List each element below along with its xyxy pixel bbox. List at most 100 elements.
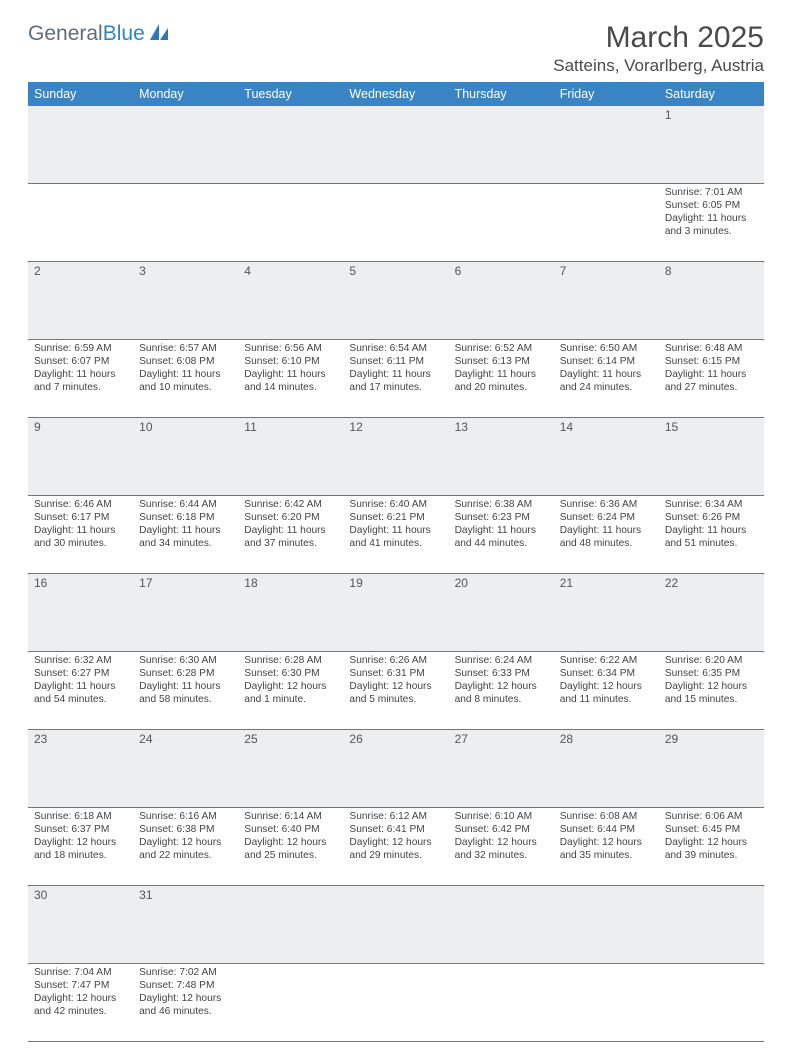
day-number-cell xyxy=(449,106,554,184)
day-number-cell: 2 xyxy=(28,262,133,340)
day-details: Sunrise: 6:36 AMSunset: 6:24 PMDaylight:… xyxy=(554,496,659,554)
day-cell: Sunrise: 7:02 AMSunset: 7:48 PMDaylight:… xyxy=(133,964,238,1042)
day-number-cell: 31 xyxy=(133,886,238,964)
day-number-cell: 16 xyxy=(28,574,133,652)
day-number: 22 xyxy=(659,574,764,592)
day-number: 27 xyxy=(449,730,554,748)
day-number: 16 xyxy=(28,574,133,592)
day-cell: Sunrise: 6:50 AMSunset: 6:14 PMDaylight:… xyxy=(554,340,659,418)
day-details: Sunrise: 6:56 AMSunset: 6:10 PMDaylight:… xyxy=(238,340,343,398)
day-content-row: Sunrise: 7:04 AMSunset: 7:47 PMDaylight:… xyxy=(28,964,764,1042)
day-cell: Sunrise: 6:18 AMSunset: 6:37 PMDaylight:… xyxy=(28,808,133,886)
day-cell: Sunrise: 6:46 AMSunset: 6:17 PMDaylight:… xyxy=(28,496,133,574)
day-details: Sunrise: 6:54 AMSunset: 6:11 PMDaylight:… xyxy=(343,340,448,398)
day-number-cell xyxy=(28,106,133,184)
day-number xyxy=(343,106,448,124)
day-content-row: Sunrise: 7:01 AMSunset: 6:05 PMDaylight:… xyxy=(28,184,764,262)
day-cell: Sunrise: 7:01 AMSunset: 6:05 PMDaylight:… xyxy=(659,184,764,262)
day-details: Sunrise: 6:44 AMSunset: 6:18 PMDaylight:… xyxy=(133,496,238,554)
day-details: Sunrise: 6:42 AMSunset: 6:20 PMDaylight:… xyxy=(238,496,343,554)
day-number: 17 xyxy=(133,574,238,592)
day-number: 24 xyxy=(133,730,238,748)
day-cell: Sunrise: 6:56 AMSunset: 6:10 PMDaylight:… xyxy=(238,340,343,418)
day-number xyxy=(449,106,554,124)
day-number-row: 16171819202122 xyxy=(28,574,764,652)
day-number: 18 xyxy=(238,574,343,592)
day-number: 6 xyxy=(449,262,554,280)
location: Satteins, Vorarlberg, Austria xyxy=(553,56,764,76)
day-number-cell xyxy=(659,886,764,964)
day-number: 5 xyxy=(343,262,448,280)
day-number xyxy=(554,106,659,124)
day-number-cell xyxy=(343,106,448,184)
day-cell xyxy=(659,964,764,1042)
day-cell: Sunrise: 6:24 AMSunset: 6:33 PMDaylight:… xyxy=(449,652,554,730)
day-number-cell xyxy=(554,106,659,184)
day-number-cell: 9 xyxy=(28,418,133,496)
day-cell: Sunrise: 6:08 AMSunset: 6:44 PMDaylight:… xyxy=(554,808,659,886)
day-number-cell xyxy=(343,886,448,964)
month-title: March 2025 xyxy=(553,22,764,54)
day-details: Sunrise: 6:06 AMSunset: 6:45 PMDaylight:… xyxy=(659,808,764,866)
day-number-cell: 28 xyxy=(554,730,659,808)
day-cell: Sunrise: 6:20 AMSunset: 6:35 PMDaylight:… xyxy=(659,652,764,730)
day-details: Sunrise: 6:46 AMSunset: 6:17 PMDaylight:… xyxy=(28,496,133,554)
day-cell: Sunrise: 6:48 AMSunset: 6:15 PMDaylight:… xyxy=(659,340,764,418)
day-cell: Sunrise: 6:16 AMSunset: 6:38 PMDaylight:… xyxy=(133,808,238,886)
day-number-cell: 15 xyxy=(659,418,764,496)
day-cell: Sunrise: 6:12 AMSunset: 6:41 PMDaylight:… xyxy=(343,808,448,886)
day-number-cell xyxy=(133,106,238,184)
day-number: 7 xyxy=(554,262,659,280)
day-details: Sunrise: 6:32 AMSunset: 6:27 PMDaylight:… xyxy=(28,652,133,710)
day-number: 26 xyxy=(343,730,448,748)
day-details: Sunrise: 6:26 AMSunset: 6:31 PMDaylight:… xyxy=(343,652,448,710)
day-number-cell: 30 xyxy=(28,886,133,964)
day-number-row: 3031 xyxy=(28,886,764,964)
day-number-cell: 19 xyxy=(343,574,448,652)
day-number: 25 xyxy=(238,730,343,748)
day-details: Sunrise: 6:52 AMSunset: 6:13 PMDaylight:… xyxy=(449,340,554,398)
day-details: Sunrise: 6:16 AMSunset: 6:38 PMDaylight:… xyxy=(133,808,238,866)
day-cell: Sunrise: 6:44 AMSunset: 6:18 PMDaylight:… xyxy=(133,496,238,574)
day-number-cell: 23 xyxy=(28,730,133,808)
day-details: Sunrise: 6:08 AMSunset: 6:44 PMDaylight:… xyxy=(554,808,659,866)
day-details: Sunrise: 7:02 AMSunset: 7:48 PMDaylight:… xyxy=(133,964,238,1022)
day-details: Sunrise: 6:30 AMSunset: 6:28 PMDaylight:… xyxy=(133,652,238,710)
day-cell: Sunrise: 6:36 AMSunset: 6:24 PMDaylight:… xyxy=(554,496,659,574)
day-cell: Sunrise: 6:14 AMSunset: 6:40 PMDaylight:… xyxy=(238,808,343,886)
brand-part1: General xyxy=(28,22,103,46)
day-number xyxy=(554,886,659,904)
day-cell: Sunrise: 6:32 AMSunset: 6:27 PMDaylight:… xyxy=(28,652,133,730)
brand-logo: GeneralBlue xyxy=(28,22,170,46)
day-number: 9 xyxy=(28,418,133,436)
day-number-cell: 7 xyxy=(554,262,659,340)
day-number xyxy=(133,106,238,124)
day-number: 28 xyxy=(554,730,659,748)
day-cell: Sunrise: 6:22 AMSunset: 6:34 PMDaylight:… xyxy=(554,652,659,730)
day-number: 15 xyxy=(659,418,764,436)
title-block: March 2025 Satteins, Vorarlberg, Austria xyxy=(553,22,764,76)
day-cell: Sunrise: 6:26 AMSunset: 6:31 PMDaylight:… xyxy=(343,652,448,730)
day-number-cell xyxy=(554,886,659,964)
day-number-cell: 1 xyxy=(659,106,764,184)
day-details: Sunrise: 6:10 AMSunset: 6:42 PMDaylight:… xyxy=(449,808,554,866)
day-number xyxy=(238,106,343,124)
day-details: Sunrise: 6:18 AMSunset: 6:37 PMDaylight:… xyxy=(28,808,133,866)
day-number xyxy=(659,886,764,904)
logo-sail-icon xyxy=(148,22,170,42)
day-cell xyxy=(554,964,659,1042)
day-number-cell xyxy=(238,106,343,184)
day-cell: Sunrise: 6:57 AMSunset: 6:08 PMDaylight:… xyxy=(133,340,238,418)
day-cell: Sunrise: 6:52 AMSunset: 6:13 PMDaylight:… xyxy=(449,340,554,418)
day-number: 29 xyxy=(659,730,764,748)
day-number-cell: 4 xyxy=(238,262,343,340)
day-number: 1 xyxy=(659,106,764,124)
day-cell: Sunrise: 6:59 AMSunset: 6:07 PMDaylight:… xyxy=(28,340,133,418)
day-number-cell: 11 xyxy=(238,418,343,496)
weekday-header: Saturday xyxy=(659,82,764,106)
day-details: Sunrise: 6:20 AMSunset: 6:35 PMDaylight:… xyxy=(659,652,764,710)
day-number: 31 xyxy=(133,886,238,904)
day-number-cell: 13 xyxy=(449,418,554,496)
day-cell: Sunrise: 6:54 AMSunset: 6:11 PMDaylight:… xyxy=(343,340,448,418)
day-cell xyxy=(343,184,448,262)
